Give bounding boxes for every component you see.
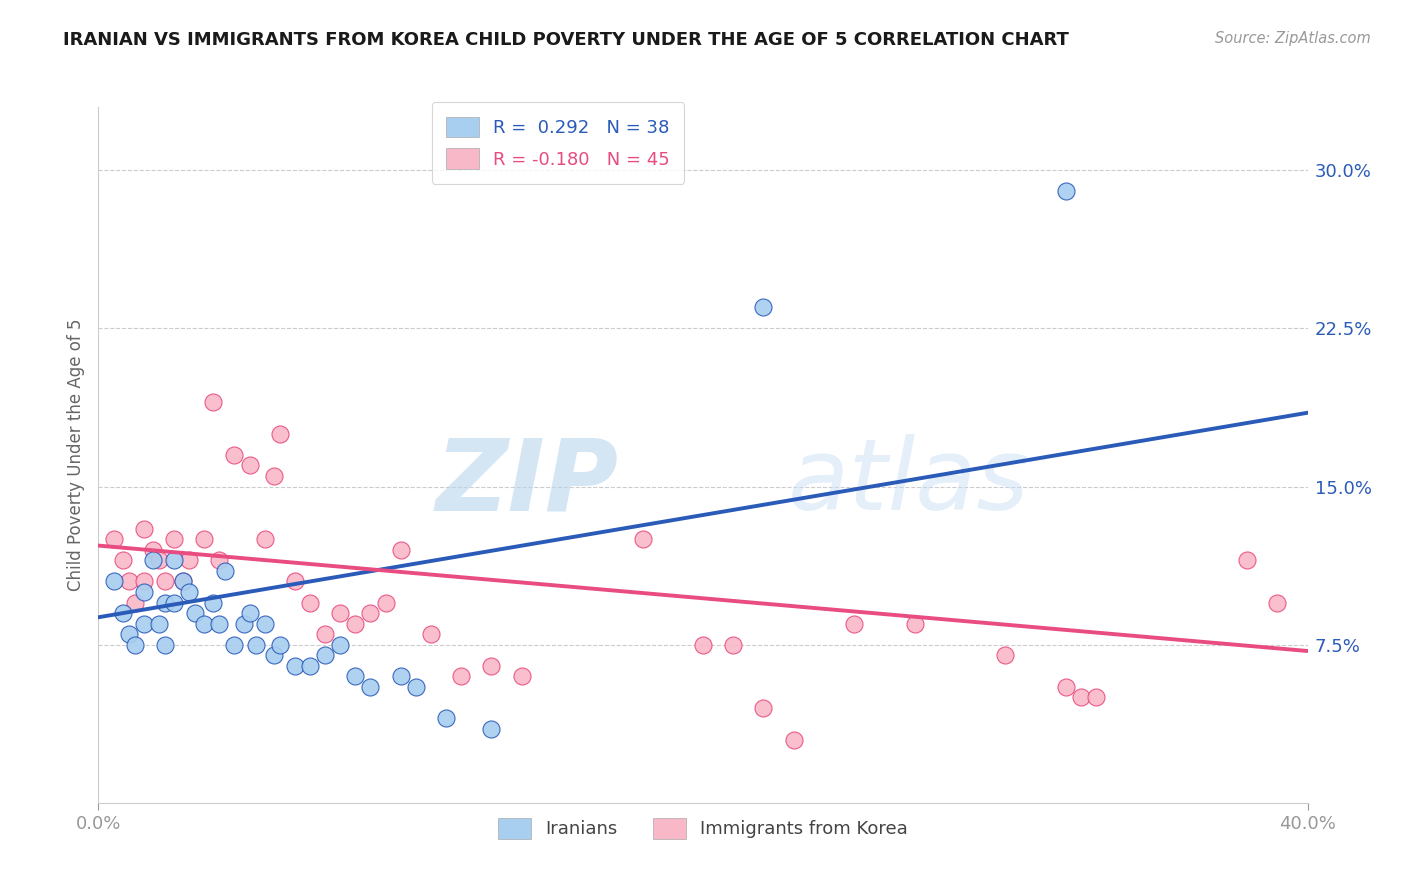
Y-axis label: Child Poverty Under the Age of 5: Child Poverty Under the Age of 5 [66, 318, 84, 591]
Point [245, 638, 267, 652]
Point [481, 722, 503, 736]
Point [163, 533, 186, 547]
Point [1054, 680, 1077, 694]
Point [142, 542, 165, 557]
Point [172, 574, 194, 589]
Point [389, 542, 412, 557]
Point [269, 638, 291, 652]
Point [752, 301, 775, 315]
Point [631, 533, 654, 547]
Point [420, 627, 443, 641]
Point [179, 553, 201, 567]
Point [263, 469, 285, 483]
Point [389, 669, 412, 683]
Point [723, 638, 745, 652]
Point [232, 616, 254, 631]
Point [172, 574, 194, 589]
Point [208, 553, 231, 567]
Point [299, 658, 322, 673]
Point [1054, 185, 1077, 199]
Point [163, 595, 186, 609]
Point [103, 574, 125, 589]
Point [450, 669, 472, 683]
Point [132, 585, 155, 599]
Point [153, 595, 176, 609]
Point [118, 627, 141, 641]
Text: Source: ZipAtlas.com: Source: ZipAtlas.com [1215, 31, 1371, 46]
Point [124, 595, 146, 609]
Point [253, 533, 276, 547]
Text: atlas: atlas [787, 434, 1029, 532]
Point [844, 616, 866, 631]
Point [994, 648, 1017, 663]
Point [202, 395, 225, 409]
Point [239, 458, 262, 473]
Point [179, 585, 201, 599]
Point [132, 574, 155, 589]
Point [118, 574, 141, 589]
Point [314, 648, 336, 663]
Point [692, 638, 714, 652]
Point [263, 648, 285, 663]
Point [314, 627, 336, 641]
Point [299, 595, 322, 609]
Point [148, 553, 170, 567]
Point [329, 638, 352, 652]
Point [124, 638, 146, 652]
Point [153, 574, 176, 589]
Point [344, 616, 367, 631]
Point [1070, 690, 1092, 705]
Point [193, 533, 215, 547]
Legend: Iranians, Immigrants from Korea: Iranians, Immigrants from Korea [491, 811, 915, 846]
Point [132, 522, 155, 536]
Point [284, 658, 307, 673]
Point [783, 732, 806, 747]
Point [253, 616, 276, 631]
Point [111, 553, 134, 567]
Point [224, 448, 246, 462]
Point [1236, 553, 1258, 567]
Point [208, 616, 231, 631]
Point [103, 533, 125, 547]
Point [481, 658, 503, 673]
Text: IRANIAN VS IMMIGRANTS FROM KOREA CHILD POVERTY UNDER THE AGE OF 5 CORRELATION CH: IRANIAN VS IMMIGRANTS FROM KOREA CHILD P… [63, 31, 1069, 49]
Point [153, 638, 176, 652]
Point [329, 606, 352, 620]
Point [1267, 595, 1289, 609]
Point [193, 616, 215, 631]
Point [224, 638, 246, 652]
Point [405, 680, 427, 694]
Point [142, 553, 165, 567]
Point [184, 606, 207, 620]
Point [752, 701, 775, 715]
Point [111, 606, 134, 620]
Point [269, 426, 291, 441]
Point [132, 616, 155, 631]
Point [239, 606, 262, 620]
Point [202, 595, 225, 609]
Point [904, 616, 927, 631]
Point [510, 669, 533, 683]
Text: ZIP: ZIP [436, 434, 619, 532]
Point [360, 680, 382, 694]
Point [344, 669, 367, 683]
Point [360, 606, 382, 620]
Point [434, 711, 457, 725]
Point [214, 564, 236, 578]
Point [148, 616, 170, 631]
Point [374, 595, 396, 609]
Point [163, 553, 186, 567]
Point [1085, 690, 1108, 705]
Point [284, 574, 307, 589]
